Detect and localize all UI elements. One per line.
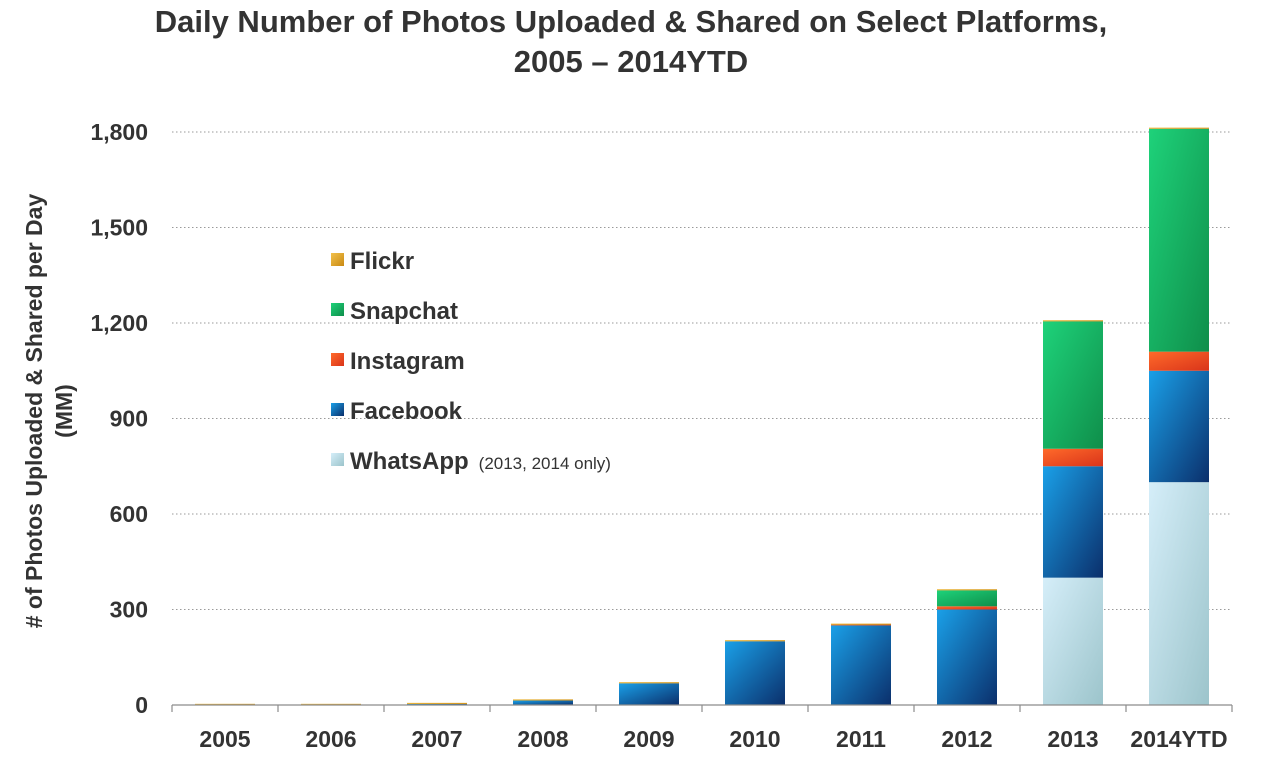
y-tick-labels: 0 300 600 900 1,200 1,500 1,800 xyxy=(90,119,148,718)
chart-title-line-1: Daily Number of Photos Uploaded & Shared… xyxy=(154,4,1108,39)
y-tick-label: 1,800 xyxy=(90,119,148,145)
x-category-label: 2012 xyxy=(941,726,992,752)
bar-whatsapp-2013 xyxy=(1043,577,1103,705)
bar-snapchat-2013 xyxy=(1043,321,1103,449)
x-category-label: 2008 xyxy=(517,726,568,752)
bar-flickr-2010 xyxy=(725,640,785,642)
chart-title: Daily Number of Photos Uploaded & Shared… xyxy=(0,2,1262,82)
bar-facebook-2011 xyxy=(831,625,891,705)
bar-instagram-2013 xyxy=(1043,448,1103,467)
legend-label-snapchat: Snapchat xyxy=(350,298,458,325)
bar-facebook-2010 xyxy=(725,641,785,705)
bar-flickr-2008 xyxy=(513,699,573,701)
y-axis-label-line-1: # of Photos Uploaded & Shared per Day xyxy=(21,194,47,629)
x-category-label: 2010 xyxy=(729,726,780,752)
bar-facebook-2009 xyxy=(619,683,679,705)
bar-snapchat-2012 xyxy=(937,590,997,607)
bar-instagram-2011 xyxy=(831,624,891,626)
bar-facebook-2012 xyxy=(937,609,997,705)
legend: Flickr Snapchat Instagram Facebook WhatsApp (… xyxy=(331,248,611,475)
y-tick-label: 900 xyxy=(110,406,148,432)
axes xyxy=(171,704,1233,712)
bar-whatsapp-2014ytd xyxy=(1149,482,1209,705)
bar-instagram-2012 xyxy=(937,606,997,610)
legend-label-instagram: Instagram xyxy=(350,348,465,375)
y-axis-label-line-2: (MM) xyxy=(51,384,77,438)
gridlines xyxy=(172,131,1232,610)
legend-swatch-facebook xyxy=(331,403,344,416)
legend-note-whatsapp: (2013, 2014 only) xyxy=(479,454,611,473)
legend-label-flickr: Flickr xyxy=(350,248,414,275)
x-category-label: 2013 xyxy=(1047,726,1098,752)
bar-facebook-2014ytd xyxy=(1149,370,1209,483)
bar-flickr-2012 xyxy=(937,589,997,591)
bar-instagram-2014ytd xyxy=(1149,351,1209,371)
chart-title-line-2: 2005 – 2014YTD xyxy=(513,44,749,79)
legend-swatch-instagram xyxy=(331,353,344,366)
bar-facebook-2008 xyxy=(513,700,573,705)
x-category-label: 2005 xyxy=(199,726,250,752)
bar-flickr-2011 xyxy=(831,623,891,625)
bar-flickr-2007 xyxy=(407,702,467,705)
x-category-label: 2006 xyxy=(305,726,356,752)
y-tick-label: 1,500 xyxy=(90,215,148,241)
bar-facebook-2013 xyxy=(1043,466,1103,578)
x-category-label: 2007 xyxy=(411,726,462,752)
x-category-label: 2009 xyxy=(623,726,674,752)
bar-flickr-2013 xyxy=(1043,320,1103,322)
y-tick-label: 1,200 xyxy=(90,310,148,336)
legend-swatch-snapchat xyxy=(331,303,344,316)
y-tick-label: 300 xyxy=(110,597,148,623)
legend-swatch-whatsapp xyxy=(331,453,344,466)
bar-flickr-2014ytd xyxy=(1149,127,1209,129)
legend-swatch-flickr xyxy=(331,253,344,266)
x-category-label: 2011 xyxy=(836,726,886,752)
y-tick-label: 600 xyxy=(110,501,148,527)
bars xyxy=(195,127,1209,705)
bar-snapchat-2014ytd xyxy=(1149,128,1209,352)
bar-flickr-2009 xyxy=(619,682,679,684)
x-category-labels: 2005 2006 2007 2008 2009 2010 2011 2012 2013 2014… xyxy=(199,726,1227,752)
x-category-label: 2014YTD xyxy=(1130,726,1227,752)
y-axis-label: # of Photos Uploaded & Shared per Day (M… xyxy=(21,194,77,629)
legend-label-facebook: Facebook xyxy=(350,398,463,425)
y-tick-label: 0 xyxy=(135,692,148,718)
legend-label-whatsapp: WhatsApp xyxy=(350,448,469,475)
